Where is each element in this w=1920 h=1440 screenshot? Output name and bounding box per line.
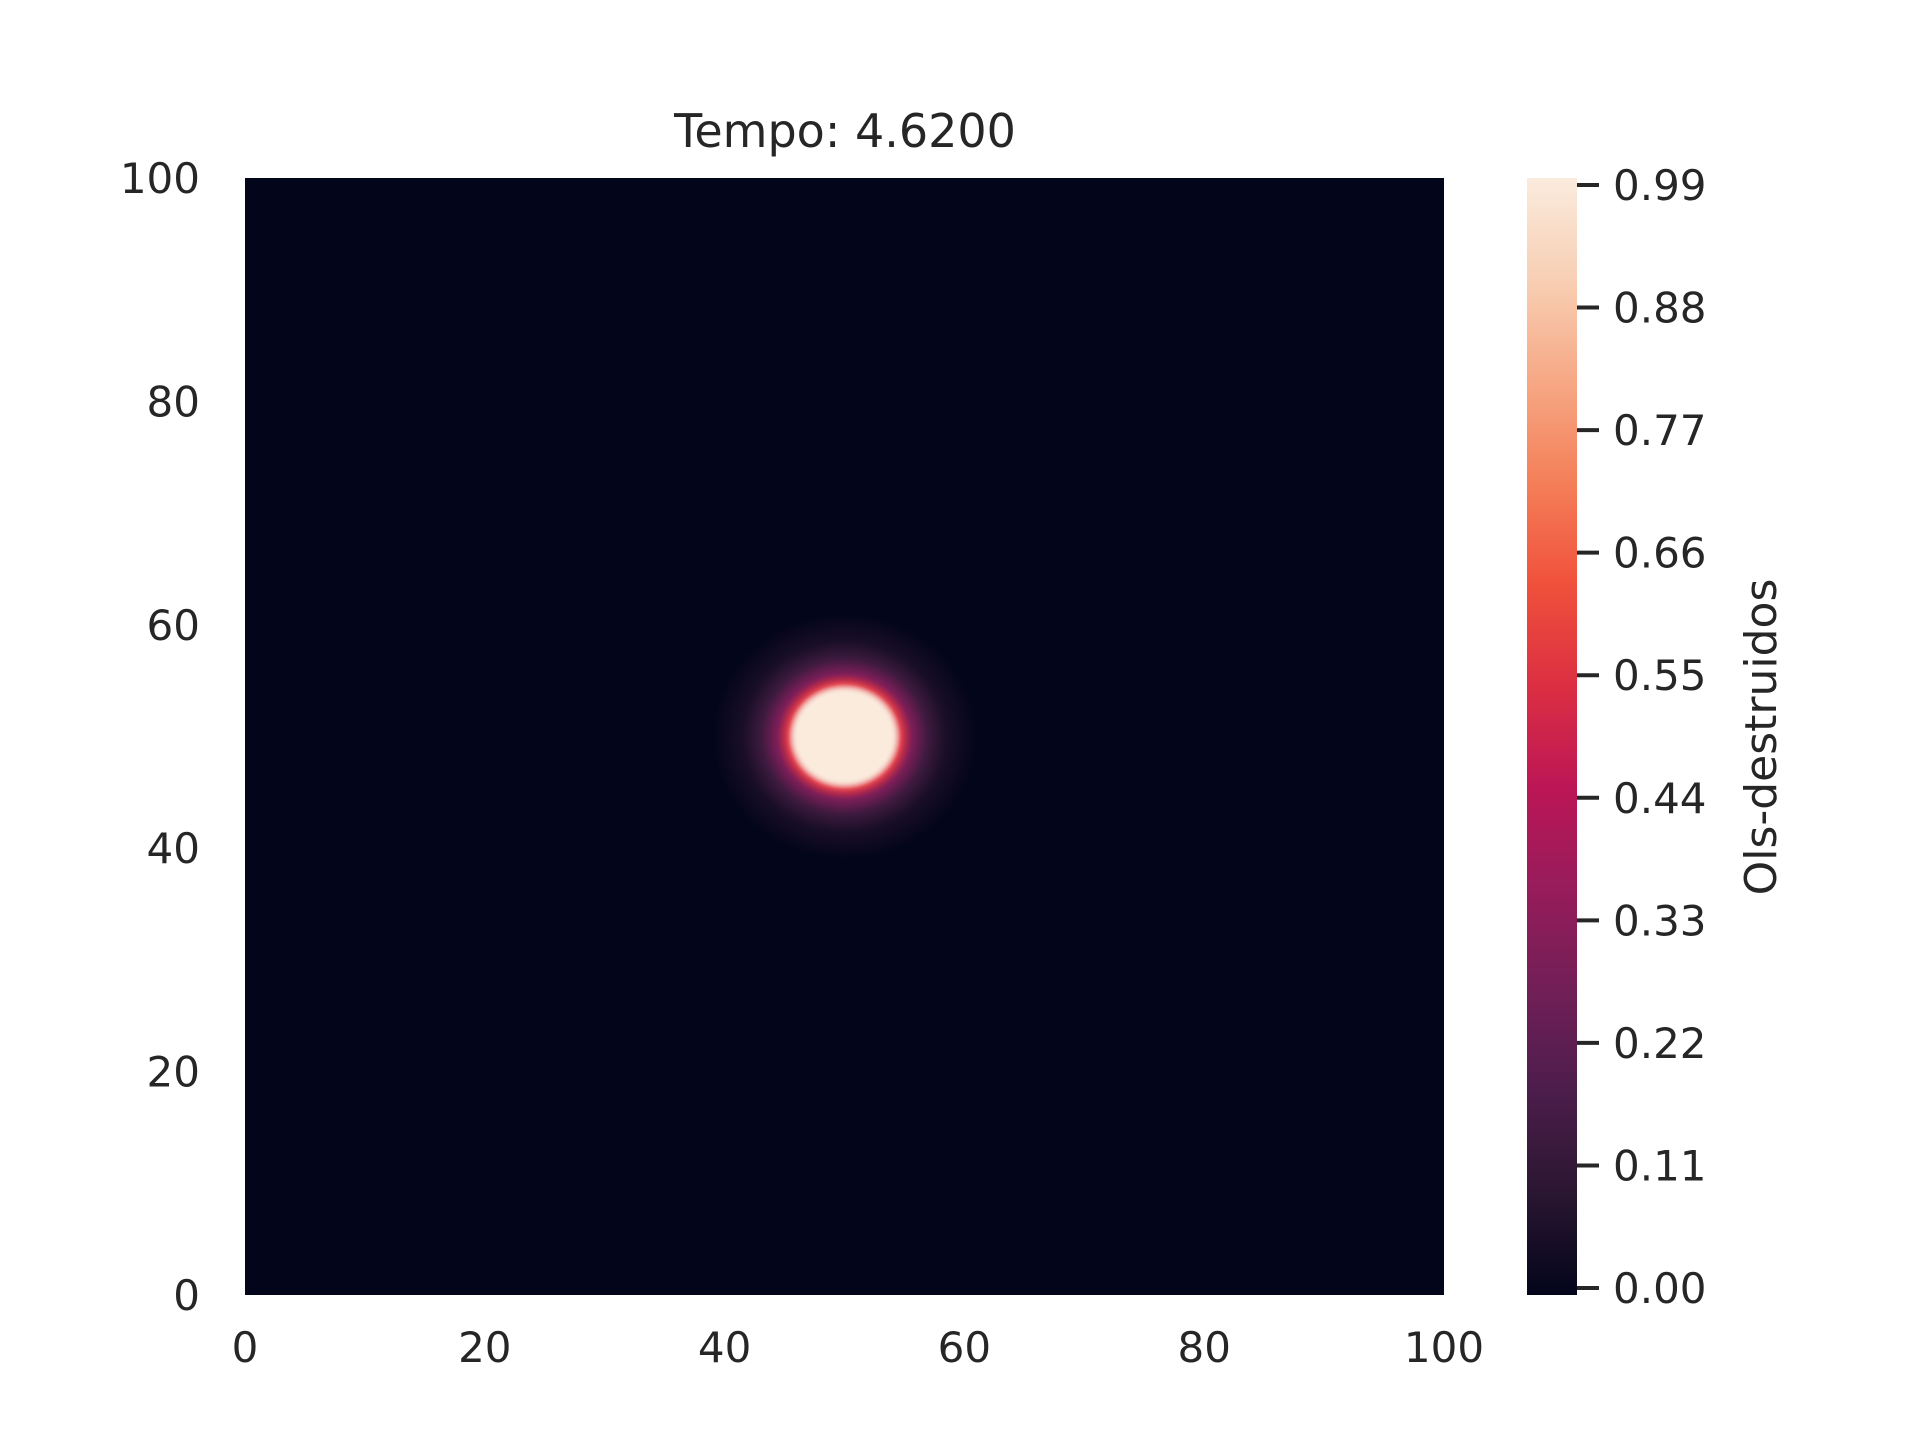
x-tick-label: 40: [698, 1323, 751, 1372]
colorbar-tick-label: 0.44: [1613, 774, 1707, 823]
x-tick-label: 80: [1177, 1323, 1230, 1372]
y-tick-label: 0: [173, 1271, 200, 1320]
colorbar-tick-label: 0.66: [1613, 529, 1707, 578]
x-axis: 0 20 40 60 80 100: [232, 1323, 1484, 1372]
x-tick-label: 60: [938, 1323, 991, 1372]
y-axis: 0 20 40 60 80 100: [120, 154, 200, 1320]
colorbar-tick-label: 0.77: [1613, 406, 1707, 455]
colorbar-tick-label: 0.22: [1613, 1019, 1707, 1068]
colorbar-gradient: [1527, 178, 1577, 1295]
colorbar-ticks: 0.00 0.11 0.22 0.33 0.44 0.55 0.66 0.77 0.88 0.99: [1577, 161, 1707, 1313]
y-tick-label: 80: [147, 377, 200, 426]
y-tick-label: 40: [147, 824, 200, 873]
chart-title: Tempo: 4.6200: [673, 104, 1016, 158]
colorbar-tick-label: 0.55: [1613, 651, 1707, 700]
heat-blob: [712, 613, 977, 860]
colorbar-label: Ols-destruidos: [1736, 579, 1787, 896]
colorbar-tick-label: 0.88: [1613, 284, 1707, 333]
x-tick-label: 0: [232, 1323, 259, 1372]
y-tick-label: 20: [147, 1048, 200, 1097]
colorbar-tick-label: 0.00: [1613, 1264, 1707, 1313]
plot-area: [245, 178, 1444, 1295]
colorbar: 0.00 0.11 0.22 0.33 0.44 0.55 0.66 0.77 0.88 0.99…: [1527, 161, 1787, 1313]
colorbar-tick-label: 0.11: [1613, 1141, 1707, 1190]
y-tick-label: 100: [120, 154, 200, 203]
y-tick-label: 60: [147, 601, 200, 650]
colorbar-tick-label: 0.33: [1613, 896, 1707, 945]
x-tick-label: 100: [1404, 1323, 1484, 1372]
blob-core: [792, 687, 897, 786]
colorbar-tick-label: 0.99: [1613, 161, 1707, 210]
x-tick-label: 20: [458, 1323, 511, 1372]
